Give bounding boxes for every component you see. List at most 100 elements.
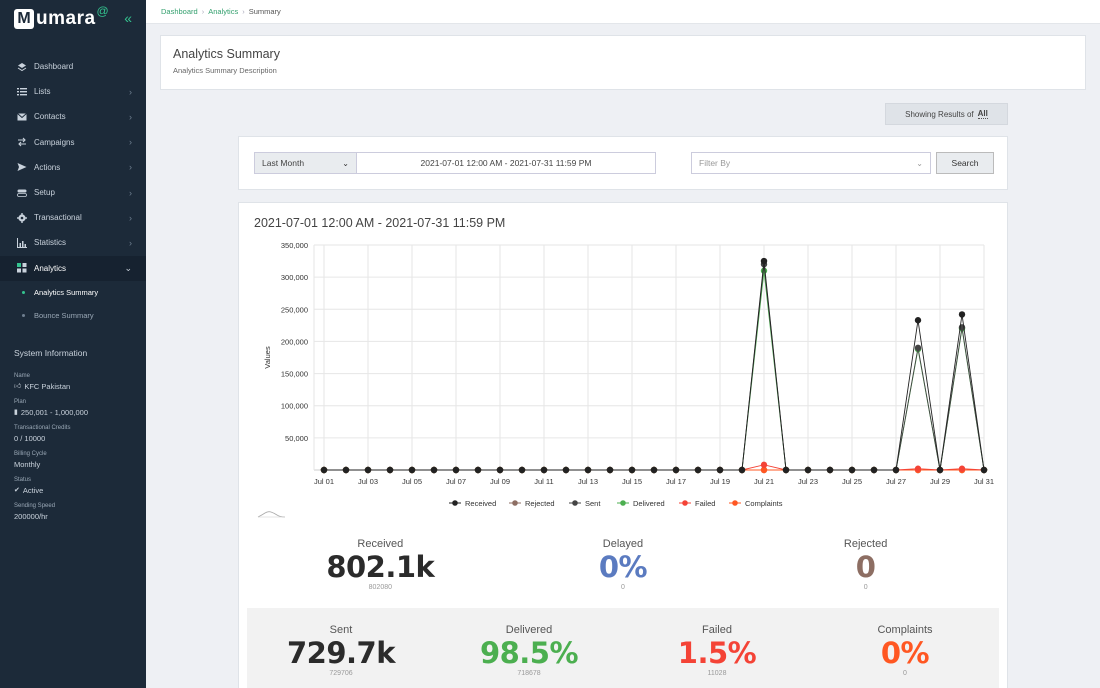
stat-count: 11028 [707, 670, 727, 677]
envelope-icon [16, 112, 27, 122]
nav-label: Setup [34, 188, 55, 198]
y-tick-label: 50,000 [285, 434, 308, 443]
logo-at: @ [96, 3, 109, 18]
data-point-received [716, 466, 724, 474]
legend-marker [732, 500, 738, 506]
stat-label: Received [357, 538, 404, 550]
credits-value: 0 / 10000 [14, 433, 46, 443]
status-label: Status [14, 476, 32, 483]
nav-label: Lists [34, 87, 51, 97]
x-tick-label: Jul 09 [490, 477, 510, 486]
nav-item-statistics[interactable]: Statistics › [0, 230, 146, 255]
chevron-right-icon: › [129, 111, 132, 122]
data-point-failed [760, 461, 768, 469]
legend-marker [512, 500, 518, 506]
nav-item-campaigns[interactable]: Campaigns › [0, 130, 146, 155]
page-header: Analytics Summary Analytics Summary Desc… [160, 35, 1086, 90]
bullet-icon [22, 290, 25, 294]
stat-count: 0 [903, 670, 907, 677]
legend-label: Delivered [633, 499, 665, 508]
thumbs-up-icon: 👍︎ [14, 382, 22, 390]
data-point-received [606, 466, 614, 474]
system-speed: Sending Speed 200000/hr [0, 502, 146, 523]
data-point-received [408, 466, 416, 474]
breadcrumb-dashboard[interactable]: Dashboard [161, 7, 198, 16]
data-point-received [914, 317, 922, 324]
showing-results-button[interactable]: Showing Results of All [885, 103, 1008, 125]
chevron-down-icon: ⌄ [124, 262, 132, 273]
nav-item-setup[interactable]: Setup › [0, 180, 146, 205]
gear-icon [16, 212, 27, 223]
nav-label: Transactional [34, 213, 82, 223]
send-icon [16, 162, 27, 172]
x-tick-label: Jul 29 [930, 477, 950, 486]
swap-icon [16, 137, 27, 147]
y-tick-label: 250,000 [281, 305, 308, 314]
system-status: Status ✔ Active [0, 476, 146, 497]
system-name: Name 👍︎ KFC Pakistan [0, 372, 146, 393]
breadcrumb-separator: › [201, 7, 205, 16]
subnav-item-analytics-summary[interactable]: Analytics Summary [0, 281, 146, 304]
layers-icon [16, 62, 27, 72]
stats-top-row: Received 802.1k 802080 Delayed 0% 0 Reje… [239, 538, 1007, 591]
date-range-select-value: Last Month [262, 158, 305, 168]
filter-by-select[interactable]: Filter By ⌄ [691, 152, 931, 174]
results-prefix: Showing Results of [905, 109, 974, 119]
legend-marker [572, 500, 578, 506]
chevron-right-icon: › [129, 187, 132, 198]
stat-label: Delivered [505, 624, 553, 636]
breadcrumb-analytics[interactable]: Analytics [208, 7, 239, 16]
system-plan: Plan ▮ 250,001 - 1,000,000 [0, 398, 146, 419]
data-point-received [452, 466, 460, 474]
system-billing: Billing Cycle Monthly [0, 450, 146, 471]
data-point-received [694, 466, 702, 474]
data-point-received [760, 257, 768, 265]
logo-text: umara [36, 7, 96, 29]
x-tick-label: Jul 11 [534, 477, 553, 486]
stat-value: 98.5% [479, 636, 579, 670]
stat-complaints: Complaints 0% 0 [820, 624, 990, 688]
chevron-right-icon: › [129, 162, 132, 173]
subnav-item-bounce-summary[interactable]: Bounce Summary [0, 304, 146, 327]
x-tick-label: Jul 13 [578, 477, 598, 486]
toggle-icon [16, 188, 27, 198]
legend-marker [682, 500, 688, 506]
stat-value: 1.5% [677, 636, 757, 670]
nav-label: Actions [34, 162, 61, 172]
nav-item-lists[interactable]: Lists › [0, 79, 146, 104]
search-button[interactable]: Search [936, 152, 994, 174]
data-point-received [848, 466, 856, 474]
system-info-title: System Information [14, 347, 88, 358]
x-tick-label: Jul 07 [446, 477, 466, 486]
results-value: All [977, 109, 988, 119]
billing-value: Monthly [14, 459, 41, 469]
name-value: KFC Pakistan [24, 381, 71, 391]
nav-item-contacts[interactable]: Contacts › [0, 104, 146, 129]
nav-item-dashboard[interactable]: Dashboard [0, 54, 146, 79]
credits-label: Transactional Credits [14, 424, 71, 431]
nav-item-actions[interactable]: Actions › [0, 155, 146, 180]
breadcrumb: Dashboard › Analytics › Summary [146, 0, 1100, 24]
stat-received: Received 802.1k 802080 [280, 538, 480, 591]
main-nav: Dashboard Lists › Contacts › Campaigns ›… [0, 54, 146, 281]
data-point-received [782, 466, 790, 474]
nav-item-analytics[interactable]: Analytics ⌄ [0, 255, 146, 281]
system-credits: Transactional Credits 0 / 10000 [0, 424, 146, 445]
data-point-received [936, 466, 944, 474]
x-tick-label: Jul 25 [842, 477, 862, 486]
stat-count: 0 [621, 584, 625, 591]
stat-label: Failed [702, 624, 732, 636]
collapse-sidebar-icon[interactable]: « [124, 10, 132, 26]
date-range-input[interactable]: 2021-07-01 12:00 AM - 2021-07-31 11:59 P… [356, 152, 656, 174]
stat-label: Rejected [843, 538, 888, 550]
data-point-received [430, 466, 438, 474]
data-point-received [628, 466, 636, 474]
data-point-received [738, 466, 746, 474]
data-point-received [364, 466, 372, 474]
chevron-right-icon: › [129, 137, 132, 148]
nav-item-transactional[interactable]: Transactional › [0, 205, 146, 230]
chevron-down-icon: ⌄ [916, 158, 923, 168]
stat-failed: Failed 1.5% 11028 [632, 624, 802, 688]
date-range-select[interactable]: Last Month ⌄ [254, 152, 357, 174]
brand-logo[interactable]: M umara @ « [0, 0, 146, 37]
